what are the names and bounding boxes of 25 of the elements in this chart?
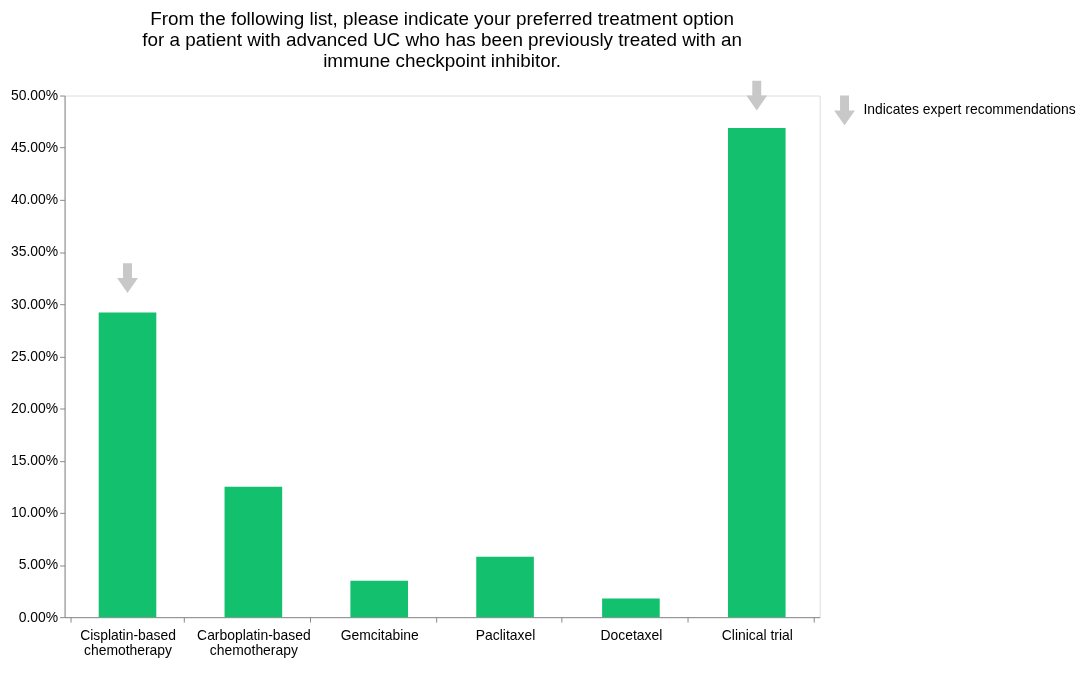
- x-tick-label: Paclitaxel: [475, 626, 536, 643]
- x-tick-label: Gemcitabine: [340, 626, 419, 643]
- bar: [224, 486, 283, 618]
- y-tick-label: 30.00%: [11, 295, 59, 312]
- y-tick-label: 5.00%: [18, 556, 59, 573]
- x-tick-label: Carboplatin-based chemotherapy: [197, 626, 311, 659]
- bar: [98, 312, 157, 618]
- y-tick-label: 15.00%: [11, 452, 59, 469]
- chart-title: From the following list, please indicate your preferred treatment option for a patient with advanced UC who has been previously treated with an immune checkpoint inhibitor.: [142, 7, 742, 71]
- y-tick-label: 0.00%: [18, 608, 59, 625]
- y-tick-label: 45.00%: [11, 139, 59, 156]
- x-tick-label: Docetaxel: [600, 626, 663, 643]
- y-tick-label: 25.00%: [11, 347, 59, 364]
- y-tick-label: 40.00%: [11, 191, 59, 208]
- bar: [727, 127, 786, 618]
- y-tick-label: 50.00%: [11, 87, 59, 104]
- x-tick-label: Clinical trial: [721, 626, 793, 643]
- y-tick-label: 10.00%: [11, 504, 59, 521]
- y-tick-label: 35.00%: [11, 243, 59, 260]
- x-tick-label: Cisplatin-based chemotherapy: [80, 626, 176, 659]
- bar: [350, 580, 409, 618]
- legend-label: Indicates expert recommendations: [863, 101, 1076, 118]
- y-tick-label: 20.00%: [11, 399, 59, 416]
- bar: [602, 598, 660, 618]
- bar: [476, 556, 534, 618]
